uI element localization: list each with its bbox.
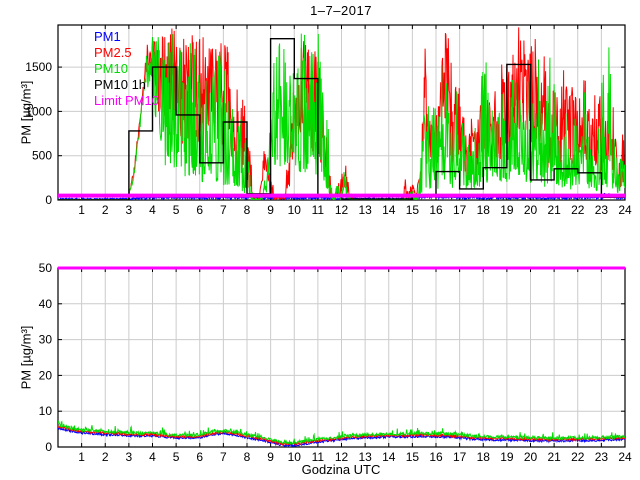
x-tick-label: 18 [477, 203, 491, 217]
y-tick-label: 500 [32, 149, 52, 163]
x-tick-label: 10 [288, 203, 302, 217]
x-tick-label: 9 [267, 203, 274, 217]
x-tick-label: 2 [102, 450, 109, 464]
chart-title: 1–7–2017 [310, 3, 372, 18]
x-tick-label: 17 [453, 450, 467, 464]
x-tick-label: 15 [406, 450, 420, 464]
x-tick-label: 6 [196, 450, 203, 464]
x-tick-label: 14 [382, 203, 396, 217]
x-tick-label: 21 [547, 203, 561, 217]
x-tick-label: 13 [358, 203, 372, 217]
x-tick-label: 1 [78, 203, 85, 217]
x-tick-label: 9 [267, 450, 274, 464]
y-tick-label: 0 [45, 440, 52, 454]
x-tick-label: 14 [382, 450, 396, 464]
series-pm10-1h-line [58, 38, 625, 200]
x-tick-label: 2 [102, 203, 109, 217]
x-tick-label: 16 [429, 203, 443, 217]
x-tick-label: 5 [173, 450, 180, 464]
y-tick-label: 50 [39, 261, 53, 275]
x-tick-label: 24 [618, 203, 632, 217]
x-tick-label: 10 [288, 450, 302, 464]
y-tick-label: 0 [45, 193, 52, 207]
y-tick-label: 30 [39, 333, 53, 347]
x-tick-label: 24 [618, 450, 632, 464]
x-tick-label: 23 [595, 450, 609, 464]
x-tick-label: 6 [196, 203, 203, 217]
x-tick-label: 5 [173, 203, 180, 217]
x-tick-label: 17 [453, 203, 467, 217]
legend-item-pm10: PM10 [94, 61, 128, 76]
x-tick-label: 18 [477, 450, 491, 464]
y-tick-label: 1000 [25, 104, 52, 118]
x-tick-label: 3 [126, 203, 133, 217]
x-axis-label: Godzina UTC [301, 462, 381, 477]
bottom-chart-grid [58, 268, 626, 447]
x-tick-label: 8 [244, 203, 251, 217]
y-tick-label: 40 [39, 297, 53, 311]
x-tick-label: 23 [595, 203, 609, 217]
bottom-y-axis-label: PM [µg/m³] [18, 325, 34, 390]
x-tick-label: 22 [571, 450, 585, 464]
x-tick-label: 19 [500, 450, 514, 464]
x-tick-label: 19 [500, 203, 514, 217]
y-tick-label: 10 [39, 404, 53, 418]
legend-item-pm2-5: PM2.5 [94, 45, 132, 60]
x-tick-label: 21 [547, 450, 561, 464]
series-pm10-line [58, 420, 625, 446]
x-tick-label: 12 [335, 450, 349, 464]
bottom-chart: 1 2 3 4 5 6 7 8 9 10 11 12 13 14 15 16 17 18 19 20 21 22 23 240… [39, 261, 632, 464]
x-tick-label: 1 [78, 450, 85, 464]
top-y-axis-label: PM [µg/m³] [18, 80, 34, 145]
legend-item-pm10-1h: PM10 1h [94, 77, 147, 92]
x-tick-label: 13 [358, 450, 372, 464]
x-tick-label: 20 [524, 203, 538, 217]
legend-item-pm1: PM1 [94, 29, 121, 44]
x-tick-label: 22 [571, 203, 585, 217]
x-tick-label: 11 [312, 450, 325, 464]
x-tick-label: 4 [149, 203, 156, 217]
x-tick-label: 4 [149, 450, 156, 464]
x-tick-label: 12 [335, 203, 349, 217]
x-tick-label: 3 [126, 450, 133, 464]
y-tick-label: 1500 [25, 60, 52, 74]
x-tick-label: 7 [220, 203, 227, 217]
x-tick-label: 7 [220, 450, 227, 464]
series-pm10-line [58, 33, 625, 200]
x-tick-label: 11 [312, 203, 325, 217]
y-tick-label: 20 [39, 368, 53, 382]
x-tick-label: 20 [524, 450, 538, 464]
x-tick-label: 15 [406, 203, 420, 217]
x-tick-label: 8 [244, 450, 251, 464]
x-tick-label: 16 [429, 450, 443, 464]
legend-item-limit-pm10: Limit PM10 [94, 93, 160, 108]
top-chart: 1 2 3 4 5 6 7 8 9 10 11 12 13 14 15 16 17 18 19 20 21 22 23 240… [25, 24, 632, 217]
legend: PM1 PM2.5 PM10 PM10 1h Limit PM10 [94, 29, 159, 109]
